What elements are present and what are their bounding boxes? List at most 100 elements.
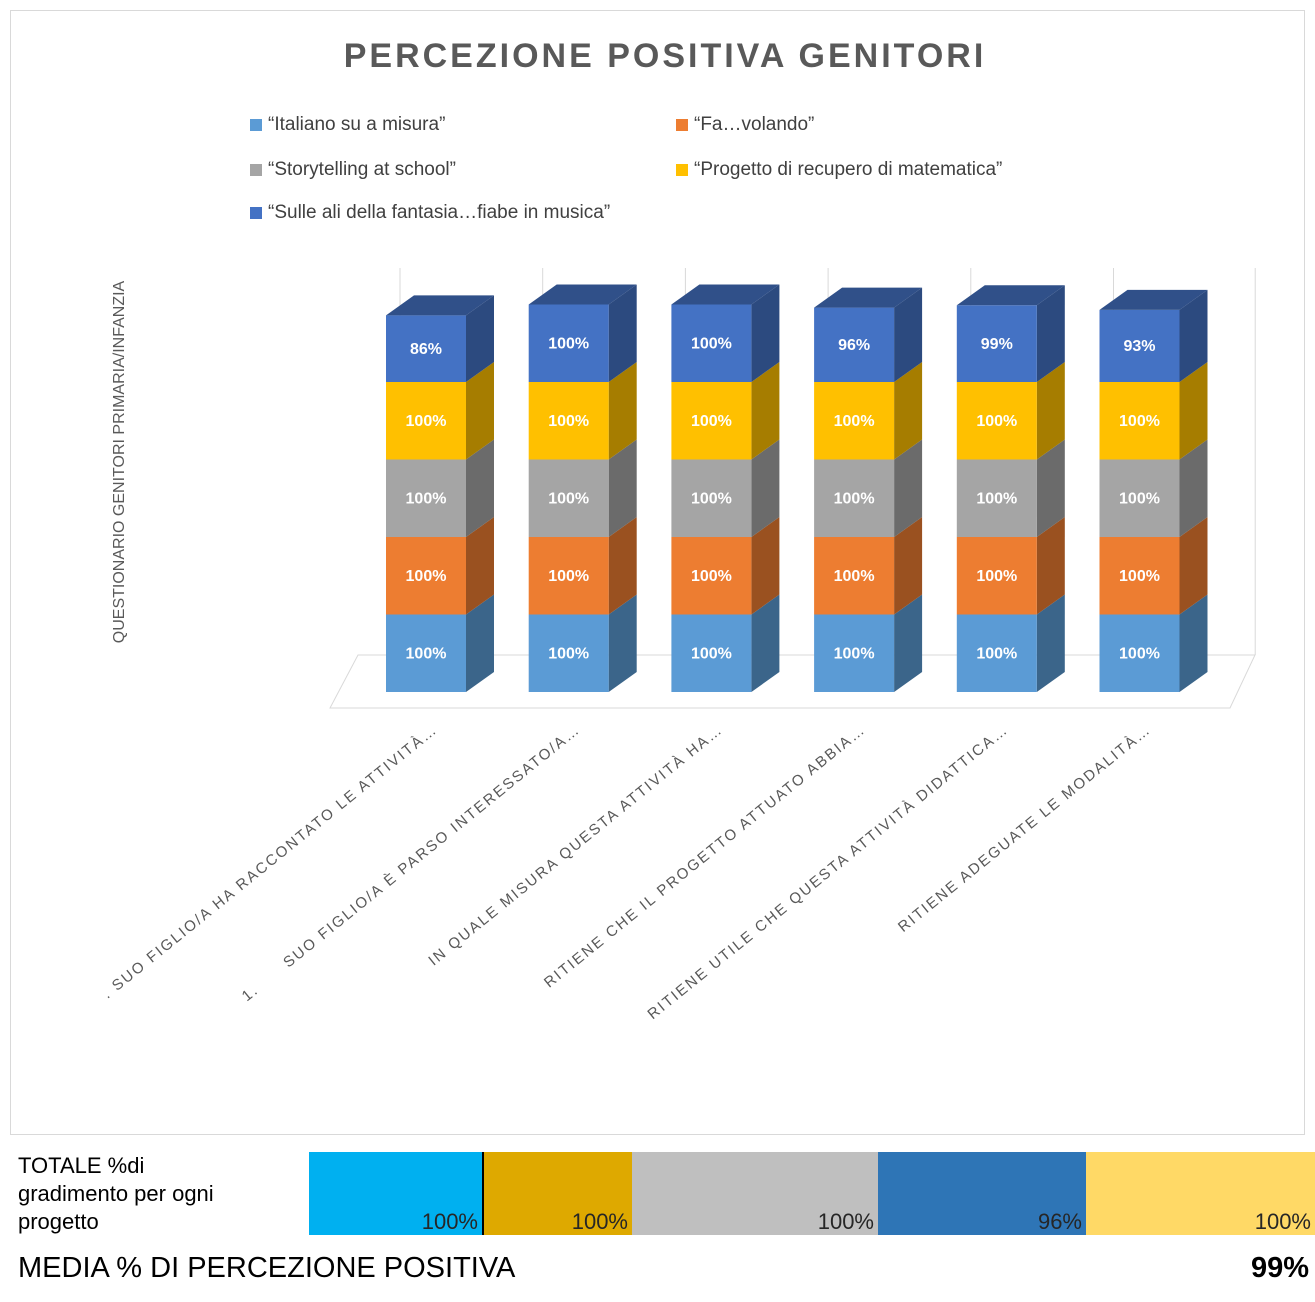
value-label: 100% [548,413,589,430]
bar-side [1036,362,1065,460]
value-label: 100% [1119,413,1160,430]
bar [814,307,895,382]
summary-label-line: gradimento per ogni [18,1181,214,1206]
summary-label-line: progetto [18,1209,99,1234]
bar [528,304,609,382]
bar-side [1036,594,1065,692]
bar-side [608,517,637,615]
bar-side [1036,439,1065,537]
bar-top [528,284,637,305]
bar-side [608,284,637,382]
bar [528,614,609,692]
bar [528,459,609,537]
bar-side [1179,362,1208,460]
legend-swatch [250,119,262,131]
bar [956,614,1037,692]
bar-side [751,517,780,615]
bar [386,382,466,460]
value-label: 100% [548,645,589,662]
value-label: 100% [548,335,589,352]
bar-side [1179,439,1208,537]
bar [1099,459,1180,537]
value-label: 100% [834,490,875,507]
bar [1099,614,1180,692]
bar-side [894,439,923,537]
value-label: 100% [691,645,732,662]
bar [671,459,752,537]
bar [814,382,895,460]
bar [386,614,466,692]
bar [671,382,752,460]
bar-side [751,594,780,692]
bar-side [894,517,923,615]
chart-frame [10,10,1305,1135]
summary-cell: 100% [1086,1152,1315,1235]
bar-side [894,362,923,460]
bar [814,537,895,615]
bar-side [1036,285,1065,382]
bar-side [1036,517,1065,615]
mean-label: MEDIA % DI PERCEZIONE POSITIVA [18,1252,516,1284]
bar-side [608,439,637,537]
bar [814,459,895,537]
bar [671,614,752,692]
summary-label-line: TOTALE %di [18,1153,145,1178]
bar-side [608,362,637,460]
value-label: 100% [1119,568,1160,585]
value-label: 100% [976,413,1017,430]
bar [386,459,466,537]
value-label: 100% [691,335,732,352]
value-label: 100% [406,645,447,662]
value-label: 86% [410,341,442,358]
value-label: 100% [834,568,875,585]
value-label: 100% [976,490,1017,507]
bar [671,537,752,615]
bar-top [1099,289,1208,310]
legend-label: “Sulle ali della fantasia…fiabe in music… [268,202,610,223]
bar [956,459,1037,537]
chart: PERCEZIONE POSITIVA GENITORI QUESTIONARI… [10,10,1305,1135]
bar-side [1179,517,1208,615]
bar-top [386,295,494,316]
bar [671,304,752,382]
bar-side [466,362,494,460]
value-label: 100% [691,413,732,430]
bar-side [751,284,780,382]
value-label: 100% [406,413,447,430]
bar [386,315,466,382]
value-label: 100% [1119,490,1160,507]
bar-top [671,284,780,305]
bar [1099,309,1180,382]
summary-cell: 100% [482,1152,632,1235]
mean-value: 99% [1250,1252,1309,1284]
legend-label: “Italiano su a misura” [268,114,445,135]
value-label: 100% [691,490,732,507]
summary-cell: 96% [878,1152,1086,1235]
bar [814,614,895,692]
bar-side [1179,594,1208,692]
bar-side [466,439,494,537]
chart-title: PERCEZIONE POSITIVA GENITORI [344,37,987,75]
summary-label: TOTALE %di gradimento per ogni progetto [18,1152,214,1236]
bar-side [466,517,494,615]
value-label: 96% [838,337,870,354]
value-label: 100% [976,568,1017,585]
legend-swatch [676,119,688,131]
legend-label: “Progetto di recupero di matematica” [694,159,1002,180]
bar [956,305,1037,382]
bar [528,382,609,460]
legend-swatch [250,164,262,176]
bar-side [751,362,780,460]
value-label: 100% [976,645,1017,662]
summary-cell: 100% [632,1152,878,1235]
legend-swatch [250,207,262,219]
bar-side [751,439,780,537]
value-label: 100% [834,645,875,662]
bar [386,537,466,615]
value-label: 100% [406,490,447,507]
bar-side [608,594,637,692]
value-label: 100% [691,568,732,585]
summary-cell: 100% [309,1152,482,1235]
bar-top [814,287,923,308]
